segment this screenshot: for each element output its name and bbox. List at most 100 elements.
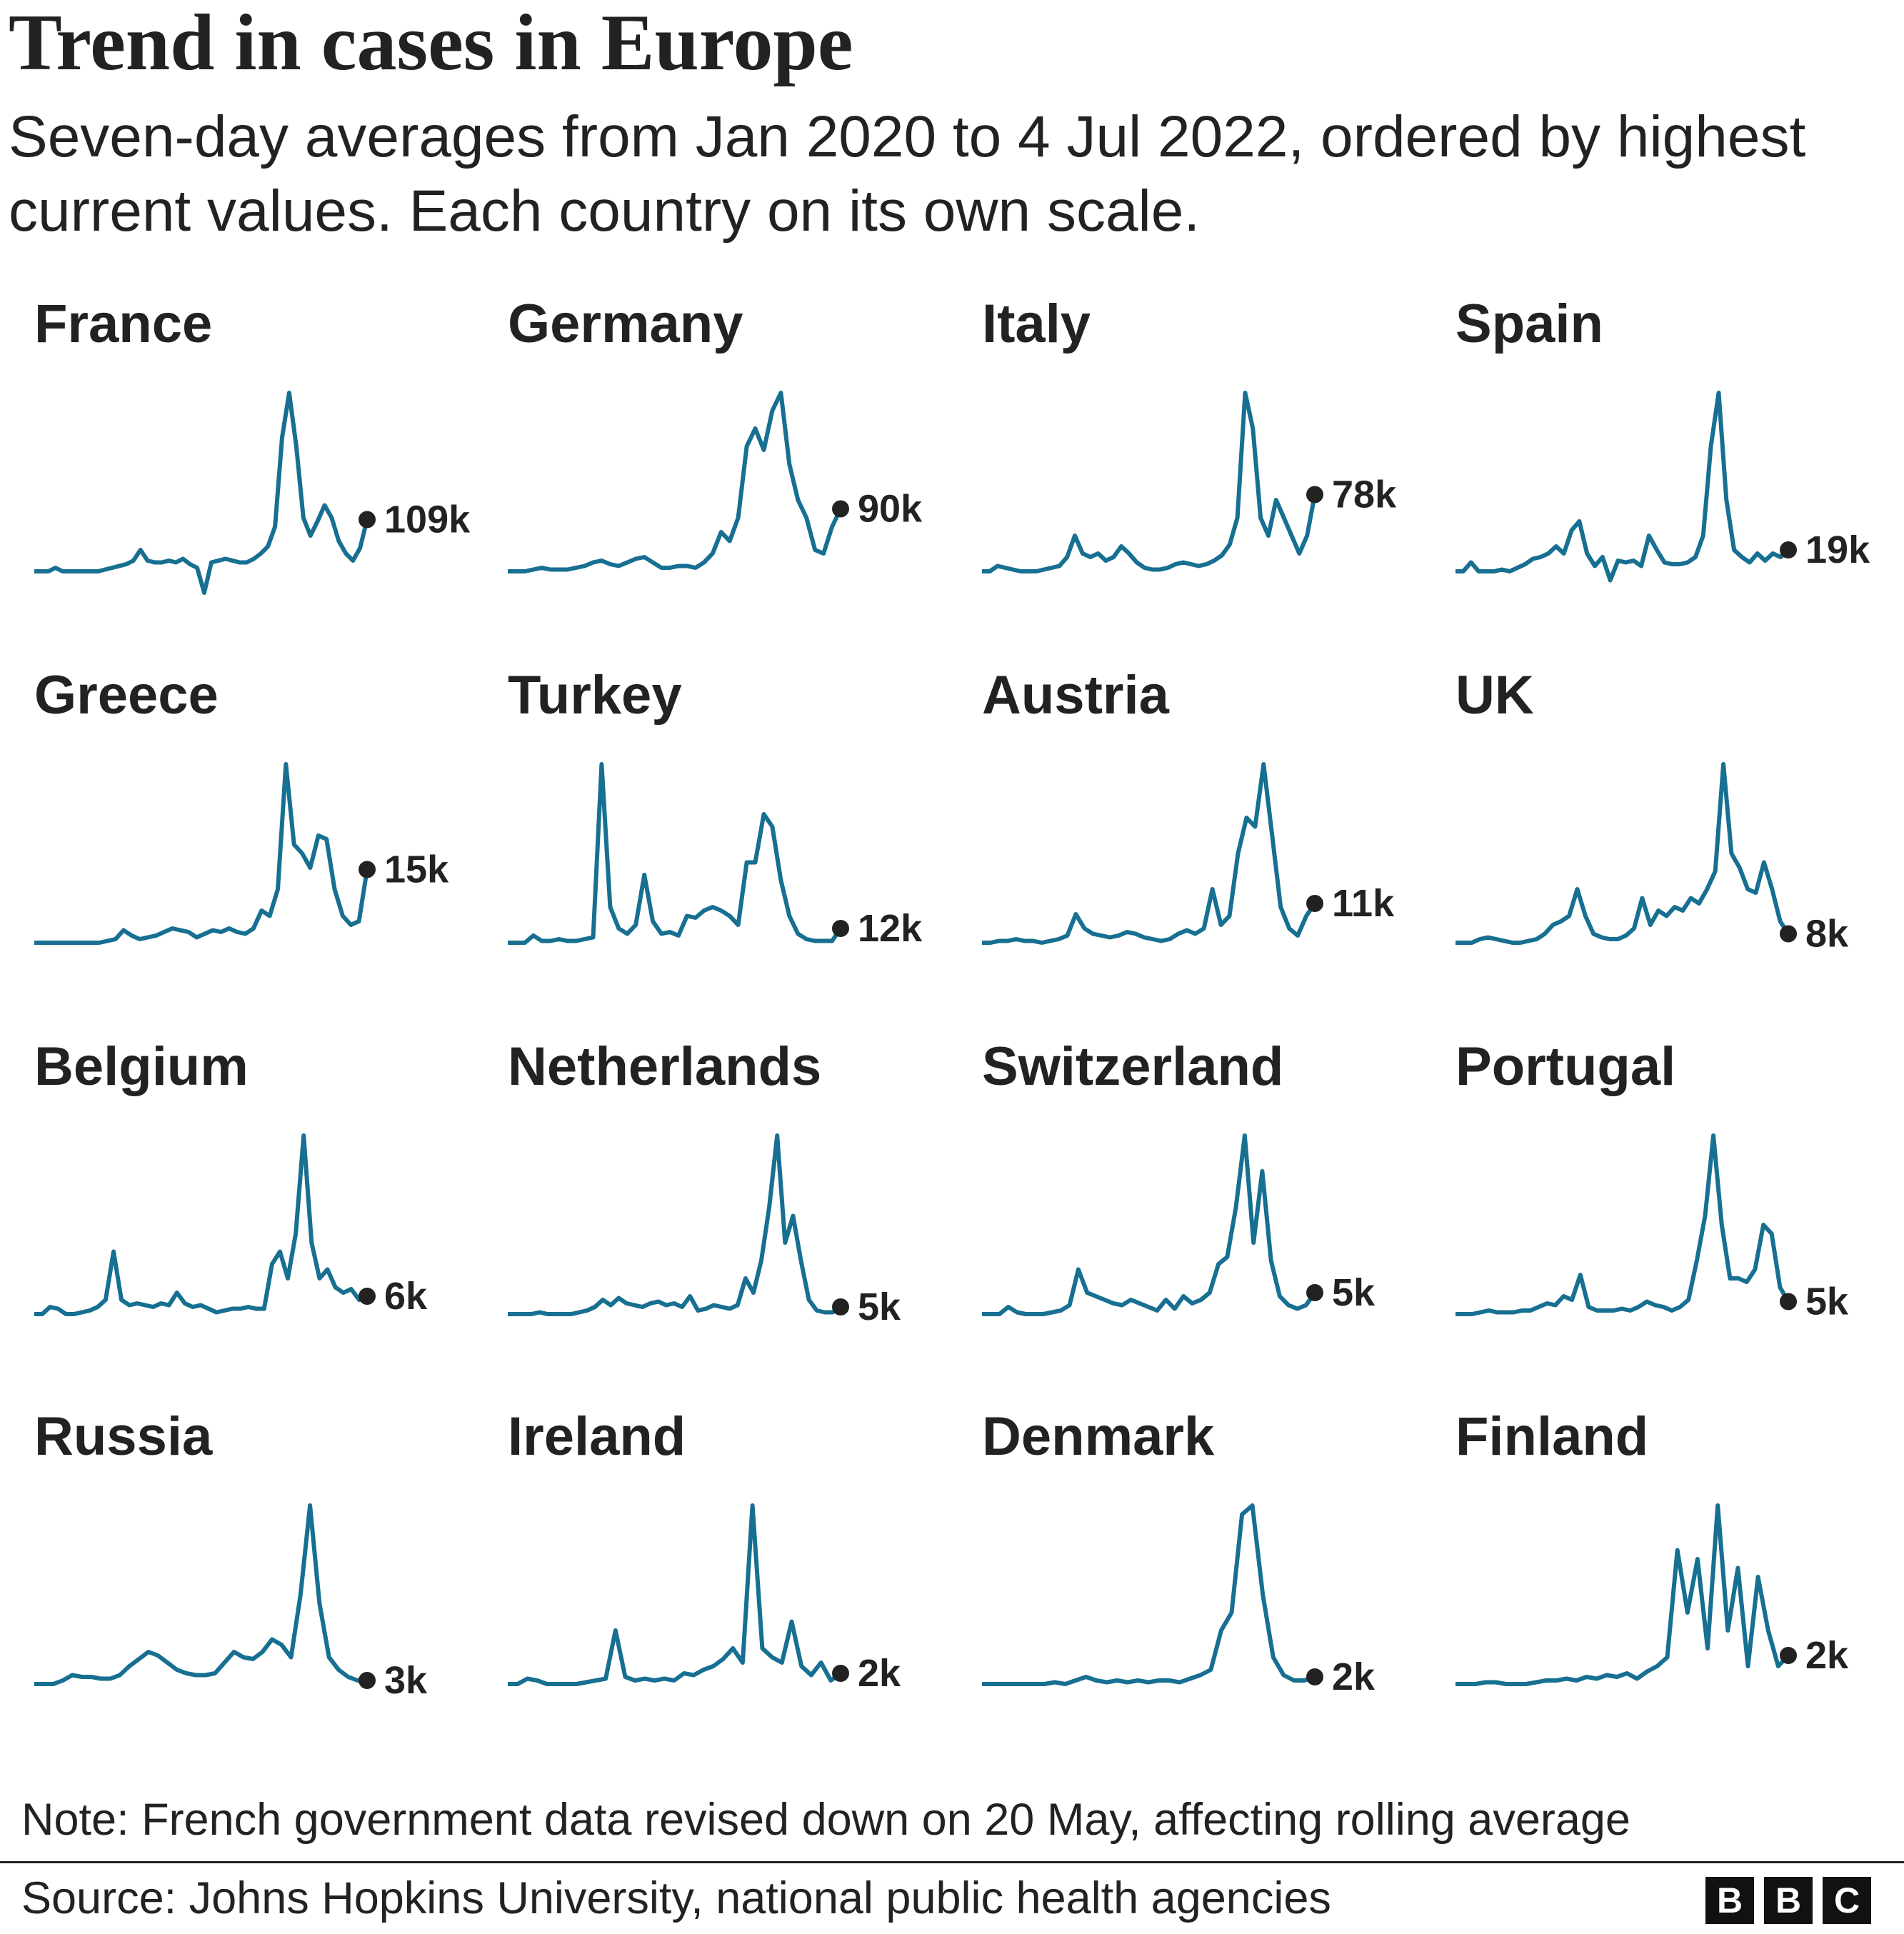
current-value-dot <box>1780 925 1797 943</box>
series-line <box>508 391 843 573</box>
sparkline-chart: 12k <box>508 762 923 950</box>
country-label: Austria <box>982 665 1169 726</box>
current-value-label: 5k <box>1805 1281 1849 1323</box>
current-value-label: 5k <box>1332 1271 1376 1314</box>
country-label: Denmark <box>982 1406 1215 1467</box>
chart-subtitle: Seven-day averages from Jan 2020 to 4 Ju… <box>9 104 1806 244</box>
series-line <box>982 762 1317 945</box>
current-value-label: 19k <box>1805 528 1870 571</box>
sparkline-chart: 109k <box>34 391 471 595</box>
series-line <box>1455 1503 1790 1686</box>
country-label: Russia <box>34 1406 213 1467</box>
current-value-label: 12k <box>858 907 923 950</box>
series-line <box>508 1133 842 1316</box>
sparkline-chart: 5k <box>508 1133 901 1328</box>
bbc-logo: B B C <box>1705 1877 1871 1924</box>
current-value-dot <box>1780 541 1797 558</box>
country-label: UK <box>1455 665 1534 726</box>
sparkline-chart: 2k <box>1455 1503 1849 1686</box>
series-line <box>1455 1133 1790 1316</box>
panel-portugal: Portugal 5k <box>1455 1036 1904 1407</box>
panel-greece: Greece 15k <box>34 664 506 1036</box>
current-value-dot <box>1780 1293 1797 1311</box>
series-line <box>34 391 369 595</box>
current-value-label: 3k <box>384 1659 428 1702</box>
panel-france: France 109k <box>34 293 506 664</box>
current-value-dot <box>832 500 849 518</box>
country-label: Switzerland <box>982 1036 1284 1097</box>
country-label: Ireland <box>508 1406 686 1467</box>
chart-title: Trend in cases in Europe <box>9 0 853 87</box>
country-label: Turkey <box>508 665 682 726</box>
series-line <box>982 1133 1317 1316</box>
country-label: France <box>34 294 213 354</box>
panel-germany: Germany 90k <box>508 293 979 664</box>
panel-finland: Finland 2k <box>1455 1406 1904 1777</box>
country-label: Netherlands <box>508 1036 822 1097</box>
sparkline-chart: 15k <box>34 762 449 945</box>
sparkline-chart: 5k <box>982 1133 1376 1316</box>
series-line <box>508 762 843 945</box>
series-line <box>34 762 369 945</box>
current-value-label: 2k <box>1332 1655 1376 1698</box>
sparkline-chart: 6k <box>34 1133 428 1318</box>
current-value-dot <box>1306 1668 1323 1685</box>
current-value-dot <box>832 920 849 937</box>
country-label: Greece <box>34 665 219 726</box>
current-value-label: 6k <box>384 1275 428 1318</box>
sparkline-chart: 8k <box>1455 762 1849 956</box>
current-value-dot <box>1306 1284 1323 1301</box>
series-line <box>982 391 1317 573</box>
current-value-dot <box>359 1288 376 1305</box>
country-label: Spain <box>1455 294 1603 354</box>
panel-belgium: Belgium 6k <box>34 1036 506 1407</box>
series-line <box>982 1503 1316 1686</box>
country-label: Finland <box>1455 1406 1649 1467</box>
panel-uk: UK 8k <box>1455 664 1904 1036</box>
series-line <box>34 1133 369 1316</box>
panel-netherlands: Netherlands 5k <box>508 1036 979 1407</box>
series-line <box>508 1503 842 1686</box>
chart-note: Note: French government data revised dow… <box>21 1795 1630 1845</box>
current-value-dot <box>359 511 376 528</box>
current-value-label: 15k <box>384 848 449 891</box>
chart-source: Source: Johns Hopkins University, nation… <box>21 1873 1331 1923</box>
current-value-label: 8k <box>1805 913 1849 956</box>
sparkline-chart: 5k <box>1455 1133 1849 1323</box>
current-value-label: 78k <box>1332 474 1397 516</box>
panel-denmark: Denmark 2k <box>982 1406 1453 1777</box>
footer-divider <box>0 1861 1904 1863</box>
bbc-logo-block: C <box>1823 1877 1871 1924</box>
panel-russia: Russia 3k <box>34 1406 506 1777</box>
series-line <box>34 1503 367 1686</box>
current-value-dot <box>359 861 376 878</box>
sparkline-chart: 78k <box>982 391 1397 573</box>
panel-italy: Italy 78k <box>982 293 1453 664</box>
current-value-label: 5k <box>858 1286 901 1328</box>
series-line <box>1455 762 1790 945</box>
panel-austria: Austria 11k <box>982 664 1453 1036</box>
country-label: Portugal <box>1455 1036 1676 1097</box>
panel-switzerland: Switzerland 5k <box>982 1036 1453 1407</box>
current-value-label: 2k <box>858 1652 901 1695</box>
current-value-dot <box>1780 1647 1797 1664</box>
current-value-dot <box>832 1298 849 1316</box>
current-value-dot <box>1306 895 1323 912</box>
sparkline-chart: 11k <box>982 762 1395 945</box>
bbc-logo-block: B <box>1705 1877 1754 1924</box>
sparkline-chart: 3k <box>34 1503 428 1702</box>
current-value-label: 90k <box>858 488 923 531</box>
sparkline-chart: 90k <box>508 391 923 573</box>
current-value-label: 109k <box>384 498 471 541</box>
country-label: Germany <box>508 294 743 354</box>
country-label: Belgium <box>34 1036 249 1097</box>
current-value-label: 2k <box>1805 1634 1849 1677</box>
bbc-logo-block: B <box>1764 1877 1813 1924</box>
current-value-label: 11k <box>1332 882 1395 925</box>
panel-ireland: Ireland 2k <box>508 1406 979 1777</box>
sparkline-chart: 2k <box>508 1503 901 1695</box>
current-value-dot <box>832 1665 849 1682</box>
country-label: Italy <box>982 294 1091 354</box>
series-line <box>1455 391 1790 583</box>
sparkline-chart: 2k <box>982 1503 1376 1698</box>
